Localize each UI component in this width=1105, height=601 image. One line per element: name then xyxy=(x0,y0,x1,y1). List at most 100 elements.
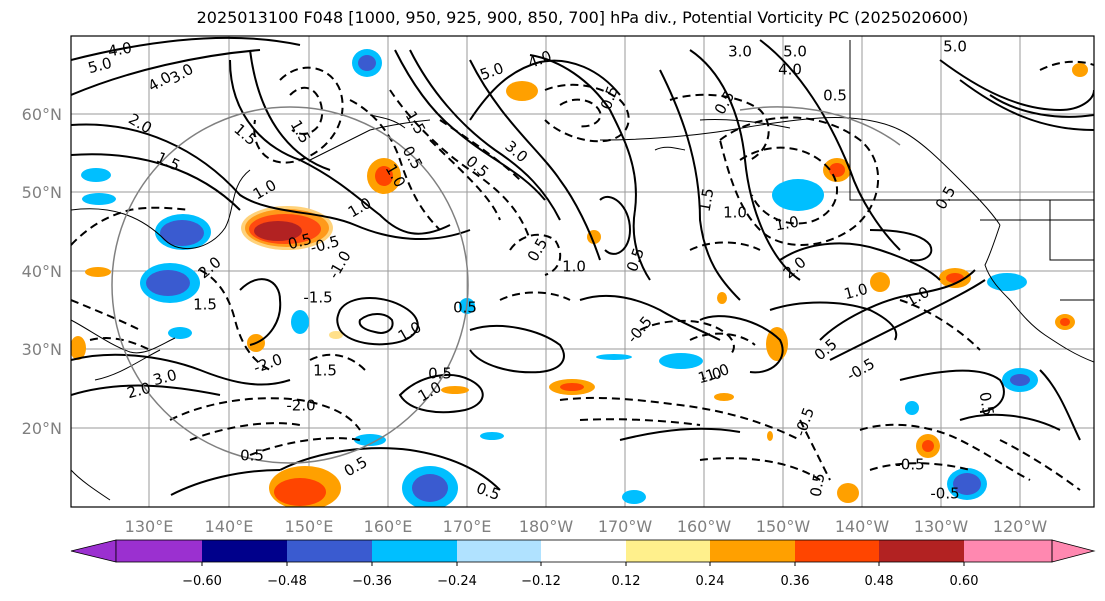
colorbar-tick-label: −0.36 xyxy=(352,574,392,589)
latitude-labels: 60°N 50°N 40°N 30°N 20°N xyxy=(22,105,62,438)
lon-label: 160°W xyxy=(677,517,732,536)
lon-label: 160°E xyxy=(364,517,413,536)
colorbar-extend-high xyxy=(1051,539,1096,563)
lat-label: 30°N xyxy=(22,340,62,359)
region-circle xyxy=(111,106,469,464)
neg-patch xyxy=(412,474,448,502)
pos-patch xyxy=(1072,63,1088,77)
neg-patch xyxy=(354,434,386,446)
neg-patch xyxy=(146,270,190,296)
coastlines xyxy=(71,40,1094,501)
pos-patch xyxy=(717,292,727,304)
map-title: 2025013100 F048 [1000, 950, 925, 900, 85… xyxy=(196,8,969,27)
contour-label: 0.5 xyxy=(428,365,452,383)
colorbar-tick-label: −0.24 xyxy=(437,574,477,589)
colorbar xyxy=(70,539,1096,563)
lon-label: 170°E xyxy=(443,517,492,536)
colorbar-swatch xyxy=(287,540,372,562)
neg-patch xyxy=(82,193,116,205)
contour-label: 1.5 xyxy=(313,362,337,380)
lon-label: 150°E xyxy=(285,517,334,536)
pos-patch xyxy=(441,386,469,394)
contour-label: 0.5 xyxy=(453,299,477,317)
pos-patch xyxy=(837,483,859,503)
lat-label: 60°N xyxy=(22,105,62,124)
colorbar-frame xyxy=(115,539,1053,563)
contour-label: -2.0 xyxy=(286,397,315,415)
lon-label: 180°W xyxy=(519,517,574,536)
contour-label: 5.0 xyxy=(943,38,967,56)
colorbar-swatch xyxy=(795,540,879,562)
contour-label: 1.0 xyxy=(562,258,586,276)
neg-patch xyxy=(81,168,111,182)
pos-patch xyxy=(946,273,964,283)
neg-patch xyxy=(358,55,376,71)
pos-patch xyxy=(870,272,890,292)
contour-label: 1.0 xyxy=(842,280,870,304)
contour-label: -0.5 xyxy=(895,456,924,474)
lat-label: 40°N xyxy=(22,262,62,281)
contour-label: 2.0 xyxy=(125,379,153,403)
lon-label: 150°W xyxy=(756,517,811,536)
contour-label: 0.5 xyxy=(976,391,998,418)
contour-label: 1.0 xyxy=(774,213,801,235)
lon-label: 140°W xyxy=(835,517,890,536)
map-panel: 5.04.04.03.02.01.51.51.01.00.5-0.5-1.0-1… xyxy=(70,35,1095,508)
contour-label: 0.5 xyxy=(240,447,264,465)
contour-label: 3.0 xyxy=(728,43,752,61)
contour-label: 1.0 xyxy=(723,204,747,222)
colorbar-tick-label: −0.12 xyxy=(521,574,561,589)
solid-contours xyxy=(71,36,1094,496)
neg-patch xyxy=(987,273,1027,291)
colorbar-tick-label: 0.24 xyxy=(696,574,725,589)
contour-label: 1.5 xyxy=(696,187,718,214)
colorbar-tick-label: 0.60 xyxy=(950,574,979,589)
colorbar-tick-label: −0.48 xyxy=(267,574,307,589)
colorbar-swatch xyxy=(964,540,1052,562)
pos-patch xyxy=(714,393,734,401)
contour-label: 5.0 xyxy=(783,43,807,61)
contour-label: 4.0 xyxy=(778,61,802,79)
colorbar-ticks: −0.60 −0.48 −0.36 −0.24 −0.12 0.12 0.24 0.36 0.4… xyxy=(182,562,978,589)
colorbar-swatch xyxy=(541,540,626,562)
region-arc xyxy=(739,106,901,146)
contour-label: 0.5 xyxy=(807,472,829,499)
colorbar-tick-label: 0.48 xyxy=(865,574,894,589)
pos-patch xyxy=(560,383,584,391)
pos-patch xyxy=(329,331,343,339)
contour-label: 1.5 xyxy=(193,296,217,314)
colorbar-swatch xyxy=(626,540,710,562)
neg-patch xyxy=(953,473,981,495)
neg-patch xyxy=(480,432,504,440)
contour-label: 0.5 xyxy=(823,87,847,105)
shaded-patches xyxy=(71,49,1088,507)
contour-label: 5.0 xyxy=(86,54,114,78)
neg-patch xyxy=(160,220,204,246)
neg-patch xyxy=(1010,374,1030,386)
pos-patch xyxy=(254,221,302,241)
pos-patch xyxy=(767,431,773,441)
pos-patch xyxy=(922,440,934,452)
lat-label: 50°N xyxy=(22,183,62,202)
colorbar-tick-label: 0.12 xyxy=(612,574,641,589)
contour-label: 4.0 xyxy=(107,39,134,61)
neg-patch xyxy=(168,327,192,339)
lon-label: 130°W xyxy=(914,517,969,536)
pos-patch xyxy=(274,478,326,506)
pos-patch xyxy=(375,166,393,186)
contour-label: 0.5 xyxy=(286,230,314,254)
longitude-labels: 130°E 140°E 150°E 160°E 170°E 180°W 170°W 160°W… xyxy=(125,517,1048,536)
colorbar-swatch xyxy=(116,540,202,562)
neg-patch xyxy=(659,353,703,369)
colorbar-tick-label: 0.36 xyxy=(781,574,810,589)
neg-patch xyxy=(596,354,632,360)
colorbar-tick-label: −0.60 xyxy=(182,574,222,589)
contour-label: 1.0 xyxy=(696,364,724,388)
colorbar-swatch xyxy=(710,540,795,562)
lon-label: 140°E xyxy=(205,517,254,536)
colorbar-swatch xyxy=(372,540,457,562)
colorbar-swatch xyxy=(879,540,964,562)
contour-label: -0.5 xyxy=(930,485,959,503)
neg-patch xyxy=(291,310,309,334)
